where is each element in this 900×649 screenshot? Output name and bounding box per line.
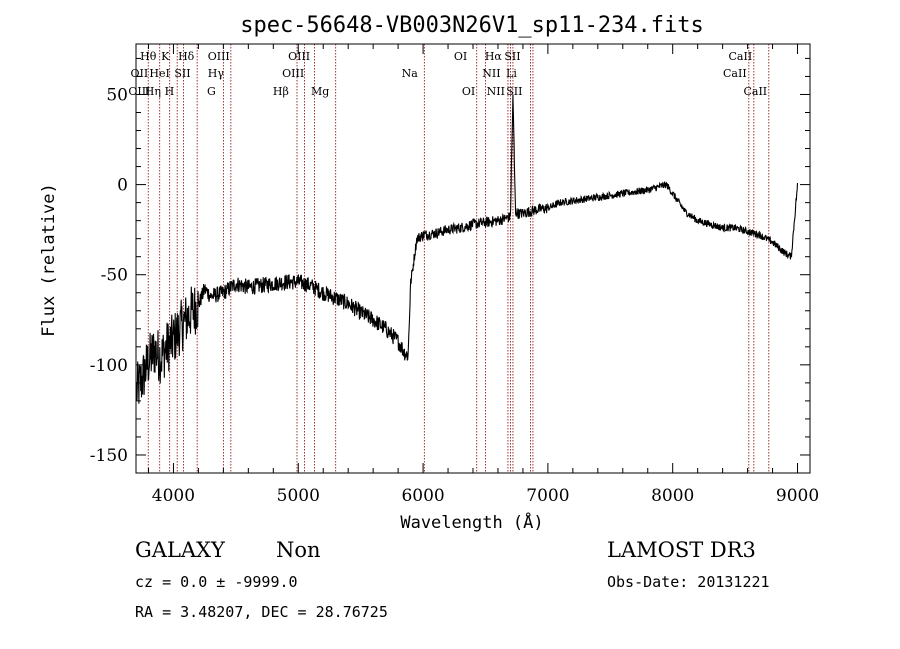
line-label-24: SII: [506, 85, 522, 98]
line-label-21: NII: [482, 67, 500, 80]
x-tick-label-4: 8000: [651, 486, 694, 506]
line-markers: [147, 44, 770, 473]
line-label-18: OI: [462, 85, 475, 98]
x-tick-label-1: 5000: [277, 486, 320, 506]
x-axis-label: Wavelength (Å): [400, 511, 543, 533]
line-label-20: SII: [504, 50, 520, 63]
redshift-line: cz = 0.0 ± -9999.0: [135, 573, 298, 591]
object-class: GALAXY: [135, 538, 225, 562]
x-tick-label-0: 4000: [152, 486, 195, 506]
line-label-26: CaII: [723, 67, 747, 80]
x-tick-label-5: 9000: [776, 486, 819, 506]
y-axis-ticks: -150 -100 -50 0 50: [90, 57, 810, 466]
line-label-15: Mg: [311, 85, 329, 98]
y-tick-label-4: 50: [106, 85, 128, 105]
line-label-27: CaII: [743, 85, 767, 98]
line-label-13: OIII: [282, 67, 304, 80]
x-tick-label-3: 7000: [526, 486, 569, 506]
line-label-25: CaII: [729, 50, 753, 63]
y-tick-label-0: -150: [90, 446, 128, 466]
y-axis-label: Flux (relative): [39, 183, 59, 337]
line-label-22: Li: [506, 67, 517, 80]
x-axis-ticks: 4000 5000 6000 7000 8000 9000: [147, 44, 819, 506]
line-label-23: NII: [487, 85, 505, 98]
object-subclass: Non: [276, 538, 321, 562]
line-label-17: OI: [454, 50, 467, 63]
y-tick-label-1: -100: [90, 356, 128, 376]
line-label-16: Na: [402, 67, 419, 80]
line-label-19: Hα: [485, 50, 503, 63]
obs-date: Obs-Date: 20131221: [607, 573, 770, 591]
line-label-5: Hη: [145, 85, 161, 98]
line-label-10: Hγ: [208, 67, 225, 80]
line-label-6: Hδ: [178, 50, 195, 63]
chart-title: spec-56648-VB003N26V1_sp11-234.fits: [240, 13, 704, 38]
line-label-4: HeI: [149, 67, 169, 80]
y-tick-label-2: -50: [101, 266, 128, 286]
line-label-8: H: [165, 85, 175, 98]
line-label-0: Hθ: [140, 50, 157, 63]
spectrum-line: [136, 94, 799, 404]
line-label-11: G: [207, 85, 216, 98]
plot-frame: [135, 43, 811, 474]
line-label-12: OIII: [288, 50, 310, 63]
x-tick-label-2: 6000: [401, 486, 444, 506]
line-label-3: K: [161, 50, 170, 63]
survey-name: LAMOST DR3: [607, 538, 756, 562]
line-label-7: SII: [174, 67, 190, 80]
coordinates: RA = 3.48207, DEC = 28.76725: [135, 603, 388, 621]
line-label-1: OII: [131, 67, 149, 80]
y-tick-label-3: 0: [117, 176, 128, 196]
line-label-9: OIII: [208, 50, 230, 63]
line-label-14: Hβ: [273, 85, 289, 98]
